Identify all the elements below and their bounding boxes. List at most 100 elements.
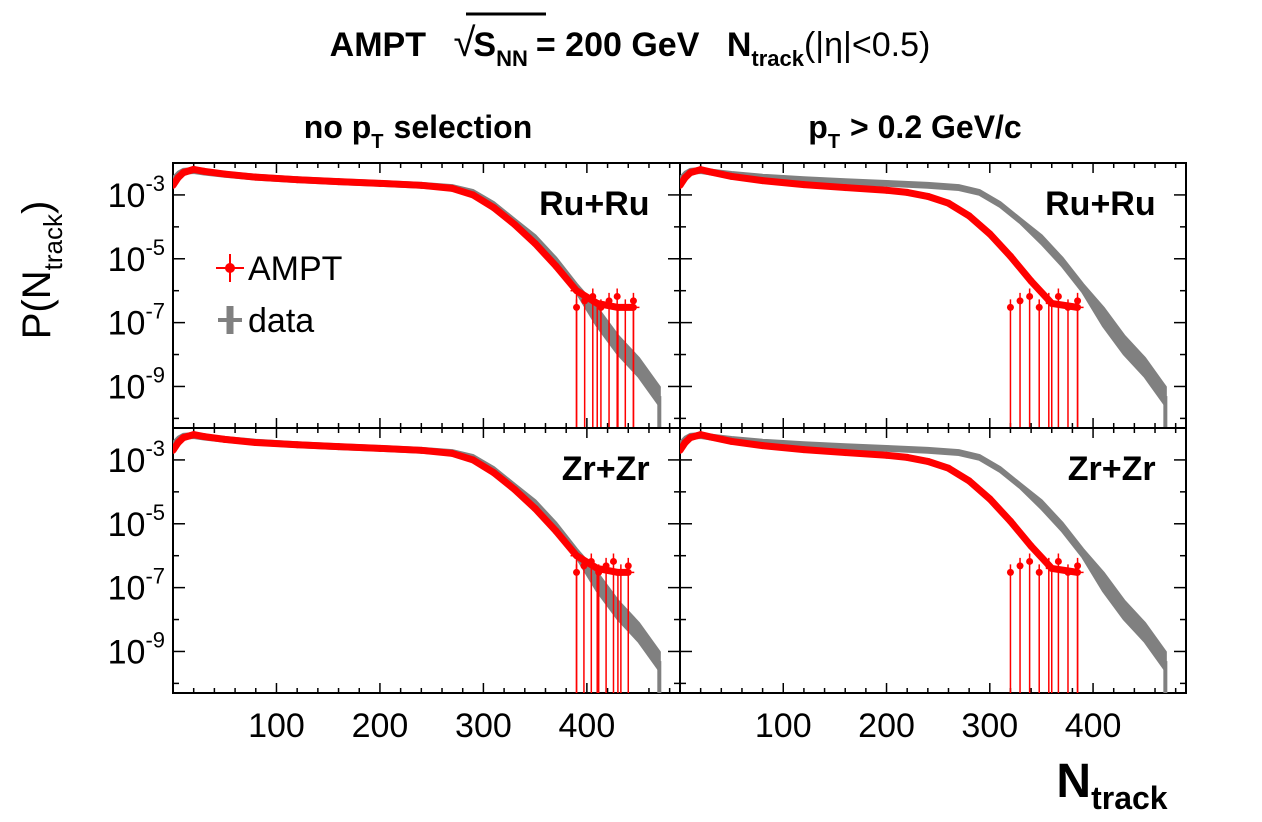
- legend-label: data: [248, 302, 314, 340]
- x-tick-label: 200: [858, 707, 915, 745]
- panel-zr-nopt: Zr+Zr: [172, 427, 681, 694]
- ampt-point: [800, 181, 808, 189]
- ampt-point: [759, 442, 767, 450]
- ampt-point: [448, 184, 456, 192]
- ampt-point: [903, 188, 911, 196]
- legend-item-ampt: AMPT: [216, 250, 342, 288]
- col-right-pre: p: [808, 109, 828, 145]
- ampt-point: [759, 177, 767, 185]
- col-left-sub: T: [371, 131, 383, 153]
- ampt-point: [417, 181, 425, 189]
- col-left-post: selection: [394, 109, 533, 145]
- column-title-right: pT > 0.2 GeV/c: [808, 109, 1021, 153]
- panels-group: Ru+Ru Ru+Ru Zr+Zr Zr+Zr: [172, 162, 1187, 694]
- y-tick-label: 10-5: [108, 500, 165, 544]
- ampt-point: [681, 439, 689, 447]
- y-tick-label: 10-9: [108, 627, 165, 671]
- panel-system-label: Zr+Zr: [562, 450, 650, 488]
- axes-tick-labels: 10-3 10-5 10-7 10-9 10-3 10-5 10-7 10-9 100 200 30…: [108, 171, 1122, 745]
- col-left-pre: no p: [304, 109, 372, 145]
- ampt-point: [681, 174, 689, 182]
- xlabel-sub: track: [1091, 780, 1168, 816]
- ampt-point: [200, 167, 208, 175]
- y-tick-label: 10-3: [108, 171, 165, 215]
- sqrt-sign: √: [453, 21, 475, 65]
- ampt-point: [469, 191, 477, 199]
- panel-ru-nopt: Ru+Ru: [172, 162, 681, 429]
- panel-system-label: Ru+Ru: [1045, 185, 1156, 223]
- ampt-point: [252, 439, 260, 447]
- ampt-point: [221, 435, 229, 443]
- ampt-point: [697, 431, 705, 439]
- ampt-point: [965, 212, 973, 220]
- ampt-point: [552, 262, 560, 270]
- ampt-point: [883, 186, 891, 194]
- series-ampt-line: [680, 166, 1079, 311]
- xlabel-main: N: [1056, 755, 1091, 808]
- ampt-point: [924, 192, 932, 200]
- panel-system-label: Zr+Zr: [1068, 450, 1156, 488]
- ampt-point: [510, 220, 518, 228]
- panel-frame: [679, 427, 1187, 694]
- ampt-point: [800, 446, 808, 454]
- ampt-point: [376, 444, 384, 452]
- panel-data: [680, 431, 1168, 693]
- panel-data: [680, 166, 1168, 428]
- y-tick-label: 10-7: [108, 299, 165, 343]
- x-tick-label: 200: [352, 707, 409, 745]
- ampt-point: [707, 168, 715, 176]
- ampt-point: [469, 456, 477, 464]
- column-title-left: no pT selection: [304, 109, 532, 153]
- ampt-point: [531, 240, 539, 248]
- ampt-point: [680, 181, 684, 189]
- col-right-post: > 0.2 GeV/c: [850, 109, 1022, 145]
- panel-ru-pt02: Ru+Ru: [679, 162, 1187, 429]
- y-tick-label: 10-3: [108, 436, 165, 480]
- ampt-point: [190, 165, 198, 173]
- ampt-point: [448, 449, 456, 457]
- x-tick-label: 100: [248, 707, 305, 745]
- ylabel-pre: P(N: [15, 270, 59, 339]
- x-tick-label: 300: [455, 707, 512, 745]
- title-prefix: AMPT: [330, 26, 427, 64]
- sqrt-s-sub: NN: [496, 46, 528, 71]
- ylabel-post: ): [15, 201, 59, 214]
- ampt-point: [841, 184, 849, 192]
- title-ntrack-sub: track: [751, 46, 804, 71]
- legend-ampt-marker: [225, 263, 235, 273]
- ampt-point: [190, 431, 198, 439]
- y-tick-label: 10-9: [108, 362, 165, 406]
- ampt-point: [179, 169, 187, 177]
- ampt-point: [335, 178, 343, 186]
- ampt-point: [200, 433, 208, 441]
- x-tick-label: 300: [961, 707, 1018, 745]
- ampt-point: [686, 169, 694, 177]
- title-ntrack: N: [727, 26, 752, 64]
- ampt-point: [490, 204, 498, 212]
- panel-data: [173, 431, 662, 693]
- ampt-point: [1006, 252, 1014, 260]
- ampt-point: [944, 464, 952, 472]
- ampt-point: [686, 434, 694, 442]
- x-tick-label: 400: [559, 707, 616, 745]
- panel-zr-pt02: Zr+Zr: [679, 427, 1187, 694]
- ampt-point: [728, 437, 736, 445]
- ampt-point: [252, 173, 260, 181]
- ampt-point: [221, 170, 229, 178]
- ampt-point: [174, 439, 182, 447]
- panel-system-label: Ru+Ru: [539, 185, 650, 223]
- ampt-point: [293, 176, 301, 184]
- ampt-point: [552, 527, 560, 535]
- ampt-point: [531, 505, 539, 513]
- sqrt-s-label: S: [473, 26, 496, 64]
- legend: AMPT data: [216, 250, 342, 340]
- col-right-sub: T: [828, 131, 840, 153]
- energy-label: = 200 GeV: [536, 26, 700, 64]
- ampt-point: [707, 433, 715, 441]
- ampt-point: [841, 449, 849, 457]
- ampt-point: [697, 166, 705, 174]
- ampt-point: [179, 434, 187, 442]
- ampt-point: [1027, 542, 1035, 550]
- ampt-point: [293, 441, 301, 449]
- ampt-point: [883, 451, 891, 459]
